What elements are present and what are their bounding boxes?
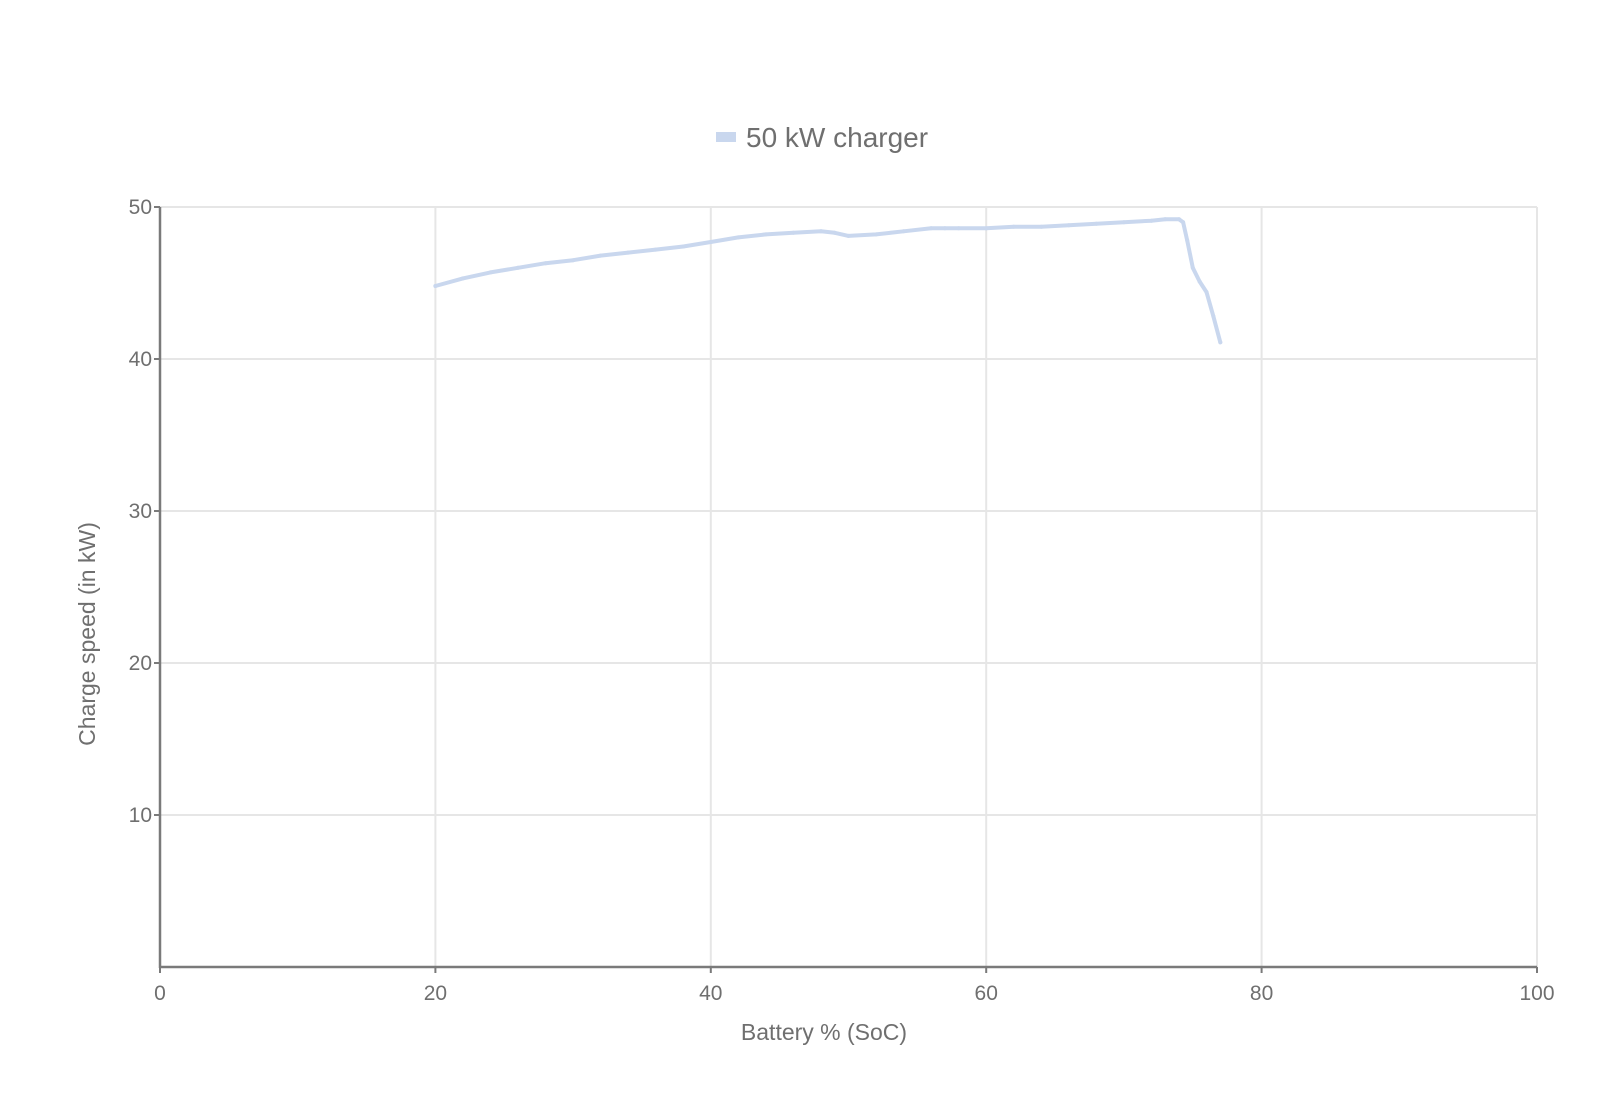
data-point[interactable] xyxy=(708,240,713,244)
data-point[interactable] xyxy=(460,276,465,281)
data-point[interactable] xyxy=(791,230,796,235)
data-point[interactable] xyxy=(736,235,741,240)
x-tick-label: 60 xyxy=(975,982,998,1005)
legend-swatch[interactable] xyxy=(716,132,736,142)
data-point[interactable] xyxy=(1121,220,1126,225)
data-point[interactable] xyxy=(1011,224,1016,229)
data-point[interactable] xyxy=(1211,314,1216,319)
data-point[interactable] xyxy=(1066,223,1071,228)
data-point[interactable] xyxy=(832,230,837,235)
data-point[interactable] xyxy=(929,226,934,231)
y-axis-title: Charge speed (in kW) xyxy=(74,522,100,746)
data-point[interactable] xyxy=(874,232,878,237)
x-tick-label: 100 xyxy=(1519,982,1554,1005)
data-point[interactable] xyxy=(1181,220,1186,225)
data-point[interactable] xyxy=(681,244,686,249)
x-tick-label: 0 xyxy=(154,982,166,1005)
data-point[interactable] xyxy=(1039,224,1044,229)
data-point[interactable] xyxy=(819,229,823,234)
data-point[interactable] xyxy=(1197,279,1202,284)
data-point[interactable] xyxy=(1190,265,1195,270)
data-point[interactable] xyxy=(516,265,520,270)
grid xyxy=(160,206,1538,967)
data-point[interactable] xyxy=(1218,340,1223,345)
y-tick-label: 40 xyxy=(129,348,152,371)
data-point[interactable] xyxy=(598,253,603,258)
y-tick-label: 50 xyxy=(129,196,152,219)
y-tick-label: 30 xyxy=(129,500,152,523)
x-axis-title: Battery % (SoC) xyxy=(741,1019,907,1045)
data-point[interactable] xyxy=(1163,217,1168,222)
data-point[interactable] xyxy=(543,261,548,266)
data-point[interactable] xyxy=(984,226,989,231)
y-tick-label: 10 xyxy=(129,804,152,827)
data-point[interactable] xyxy=(626,250,631,255)
y-tick-label: 20 xyxy=(129,652,152,675)
x-tick-label: 20 xyxy=(424,982,447,1005)
data-point[interactable] xyxy=(653,247,658,252)
data-point[interactable] xyxy=(1177,217,1181,222)
data-point[interactable] xyxy=(1094,221,1099,226)
x-tick-label: 80 xyxy=(1250,982,1273,1005)
data-point[interactable] xyxy=(763,232,768,237)
data-point[interactable] xyxy=(488,270,493,275)
data-point[interactable] xyxy=(1149,218,1154,223)
legend-label[interactable]: 50 kW charger xyxy=(746,122,928,153)
data-point[interactable] xyxy=(901,229,906,234)
data-point[interactable] xyxy=(942,226,947,231)
axes: 0 20 40 60 80 100 10 20 30 40 50 xyxy=(129,196,1555,1005)
data-point[interactable] xyxy=(571,258,576,263)
data-point[interactable] xyxy=(846,233,851,238)
series-layer xyxy=(433,217,1223,345)
x-tick-label: 40 xyxy=(699,982,722,1005)
data-point[interactable] xyxy=(956,226,961,231)
series-line[interactable] xyxy=(433,217,1223,345)
data-point[interactable] xyxy=(1204,290,1209,295)
data-point[interactable] xyxy=(1185,238,1190,243)
legend[interactable]: 50 kW charger xyxy=(716,122,928,153)
data-point[interactable] xyxy=(433,284,438,288)
